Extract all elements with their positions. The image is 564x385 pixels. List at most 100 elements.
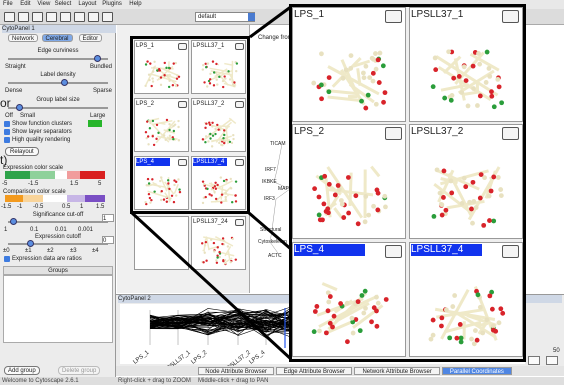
thumbnail[interactable]: LPS_1 [292, 7, 406, 122]
mini-node [381, 100, 386, 105]
mini-edge [371, 167, 379, 177]
mini-node [487, 66, 492, 71]
scale-tick: 5 [98, 180, 101, 188]
mini-node [217, 246, 219, 248]
mini-node [431, 318, 436, 323]
tab[interactable]: Cerebral [42, 34, 73, 42]
mini-node [318, 217, 323, 222]
toolbar-button[interactable] [18, 12, 29, 22]
mini-node [450, 304, 455, 309]
mini-node [378, 51, 383, 56]
mini-node [317, 195, 322, 200]
mini-node [429, 337, 434, 342]
mini-node [491, 175, 496, 180]
menu-item[interactable]: Plugins [102, 0, 122, 8]
attribute-tab[interactable]: Parallel Coordinates [442, 367, 512, 375]
mini-node [362, 75, 367, 80]
mini-node [366, 93, 371, 98]
mini-node [449, 179, 454, 184]
mini-node [487, 293, 492, 298]
mini-node [478, 196, 483, 201]
mini-node [462, 176, 467, 181]
mini-node [201, 242, 203, 244]
scale-tick: 1.5 [96, 203, 104, 211]
toolbar-button[interactable] [4, 12, 15, 22]
mini-network [410, 8, 524, 123]
attribute-tab[interactable]: Edge Attribute Browser [276, 367, 352, 375]
mini-node [324, 330, 329, 335]
mini-node [466, 104, 471, 109]
menu-item[interactable]: View [37, 0, 50, 8]
menu-item[interactable]: Help [129, 0, 141, 8]
mini-node [361, 311, 366, 316]
mini-node [205, 241, 207, 243]
mini-node [463, 184, 468, 189]
mini-node [459, 90, 464, 95]
mini-node [471, 86, 476, 91]
tab[interactable]: Network [8, 34, 38, 42]
mini-node [326, 89, 331, 94]
axis-value: 50 [553, 347, 560, 355]
slider-tick: ±3 [70, 247, 77, 255]
mini-node [349, 53, 354, 58]
toolbar-button[interactable] [60, 12, 71, 22]
toolbar-button[interactable] [46, 12, 57, 22]
mini-node [467, 200, 472, 205]
mini-network [192, 217, 247, 271]
toolbar-button[interactable] [74, 12, 85, 22]
text-input[interactable]: 0 [102, 236, 114, 244]
menu-item[interactable]: Select [55, 0, 72, 8]
slider-thumb[interactable] [61, 79, 68, 86]
checkbox[interactable] [4, 256, 10, 262]
mini-node [376, 301, 381, 306]
mini-network [293, 243, 407, 358]
mini-node [363, 194, 368, 199]
slider-track [8, 58, 108, 60]
overlay-text: or [0, 96, 11, 110]
attribute-tab[interactable]: Network Attribute Browser [354, 367, 440, 375]
delete-group-button[interactable]: Delete group [58, 366, 100, 375]
tab[interactable]: Editor [79, 34, 103, 42]
checkbox-label: Expression data are ratios [12, 255, 82, 263]
slider-tick: ±0 [3, 247, 10, 255]
view-button[interactable] [546, 356, 558, 365]
scale-tick: -5 [2, 180, 7, 188]
thumbnail[interactable]: LPSLL37_1 [409, 7, 523, 122]
toolbar-button[interactable] [102, 12, 113, 22]
mini-node [384, 297, 389, 302]
node-label: IKBKE [262, 178, 277, 186]
option-label: Small [20, 112, 35, 120]
mini-node [499, 193, 504, 198]
toolbar-button[interactable] [88, 12, 99, 22]
thumbnail[interactable]: LPS_2 [292, 124, 406, 239]
mini-node [227, 245, 229, 247]
mini-node [366, 213, 371, 218]
mini-node [327, 75, 332, 80]
mini-node [344, 67, 349, 72]
mini-node [489, 89, 494, 94]
color-bar [5, 171, 30, 179]
text-input[interactable]: 1 [102, 214, 114, 222]
attribute-tab[interactable]: Node Attribute Browser [198, 367, 274, 375]
mini-node [374, 67, 379, 72]
mini-node [376, 191, 381, 196]
thumbnail[interactable]: LPSLL37_4 [409, 242, 523, 357]
slider-thumb[interactable] [10, 218, 17, 225]
mini-node [346, 211, 351, 216]
mini-node [345, 339, 350, 344]
add-group-button[interactable]: Add group [4, 366, 40, 375]
style-dropdown[interactable]: default [195, 12, 255, 22]
mini-node [489, 189, 494, 194]
menu-item[interactable]: Layout [78, 0, 96, 8]
menu-item[interactable]: Edit [20, 0, 30, 8]
thumbnail[interactable]: LPSLL37_24 [191, 216, 246, 270]
cutoff-label: Expression cutoff [0, 233, 116, 241]
mini-node [373, 51, 378, 56]
view-button[interactable] [528, 356, 540, 365]
thumbnail[interactable]: LPSLL37_2 [409, 124, 523, 239]
thumbnail[interactable]: LPS_4 [292, 242, 406, 357]
mini-node [499, 100, 504, 105]
mini-node [500, 311, 505, 316]
menu-item[interactable]: File [3, 0, 13, 8]
toolbar-button[interactable] [32, 12, 43, 22]
